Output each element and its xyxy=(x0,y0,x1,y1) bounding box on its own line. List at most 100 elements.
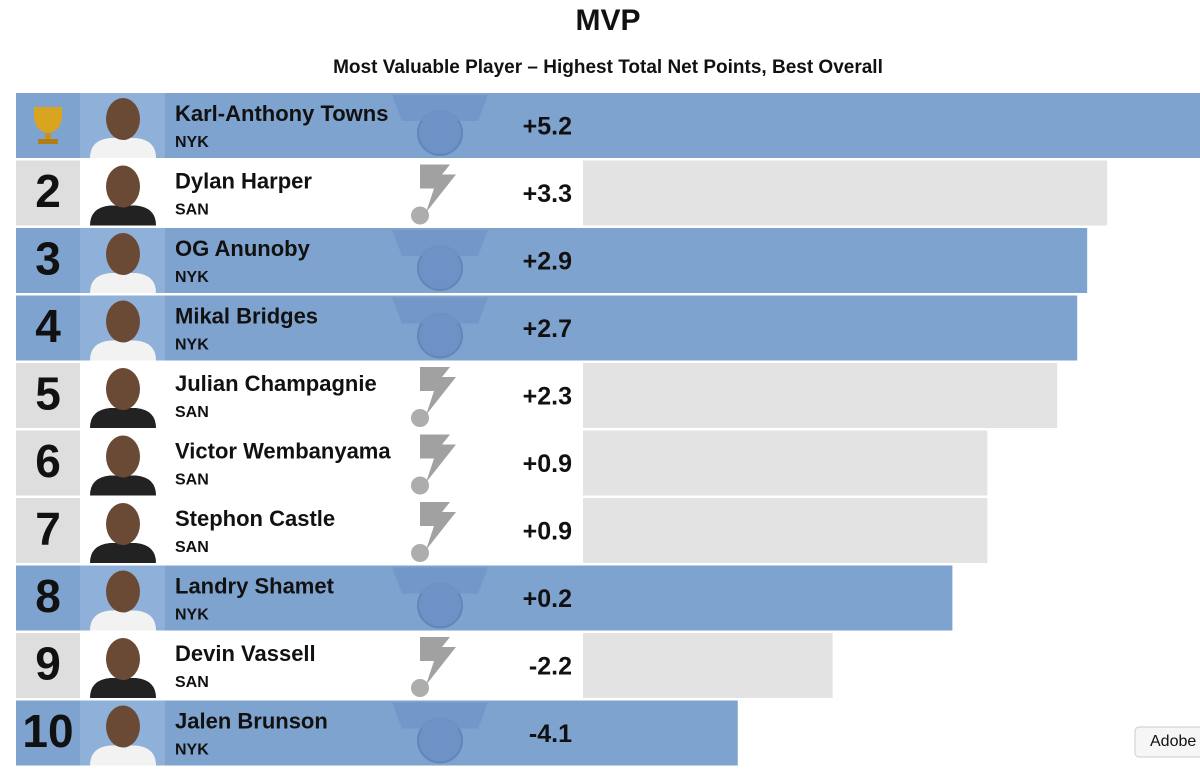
player-name: Stephon Castle xyxy=(175,506,335,531)
bar xyxy=(583,700,738,766)
player-head xyxy=(106,98,140,140)
team-label: NYK xyxy=(175,742,209,759)
player-shoulders xyxy=(90,678,156,698)
team-label: SAN xyxy=(175,202,209,219)
team-logo-star xyxy=(411,206,429,225)
player-name: Victor Wembanyama xyxy=(175,438,391,463)
rank-label: 7 xyxy=(35,503,61,555)
trophy-cup xyxy=(34,107,62,133)
rank-label: 6 xyxy=(35,435,61,487)
button-frame xyxy=(1134,726,1200,758)
chart-subtitle: Most Valuable Player – Highest Total Net… xyxy=(333,57,883,78)
team-logo-star xyxy=(411,544,429,562)
team-label: SAN xyxy=(175,472,209,489)
player-head xyxy=(106,503,140,545)
player-name: Dylan Harper xyxy=(175,168,312,193)
team-label: NYK xyxy=(175,134,209,151)
player-name: Landry Shamet xyxy=(175,573,335,598)
trophy-icon xyxy=(34,107,62,144)
bar xyxy=(583,633,833,698)
team-logo xyxy=(420,637,456,685)
value-label: +0.9 xyxy=(523,450,572,478)
player-shoulders xyxy=(90,475,156,496)
player-name: Mikal Bridges xyxy=(175,303,318,328)
team-logo xyxy=(420,434,456,483)
value-label: +0.2 xyxy=(523,585,572,613)
player-shoulders xyxy=(90,745,156,766)
player-shoulders xyxy=(90,543,156,563)
rank-label: 2 xyxy=(35,165,61,217)
value-label: -4.1 xyxy=(529,720,572,748)
player-name: Karl-Anthony Towns xyxy=(175,101,388,126)
player-shoulders xyxy=(90,138,156,158)
value-label: +3.3 xyxy=(523,180,572,208)
player-shoulders xyxy=(90,340,156,361)
player-shoulders xyxy=(90,610,156,631)
player-shoulders xyxy=(90,205,156,226)
rank-label: 5 xyxy=(35,368,61,420)
value-label: +2.9 xyxy=(523,248,572,276)
player-head xyxy=(106,165,140,208)
team-logo-star xyxy=(411,679,429,697)
team-logo xyxy=(420,164,456,213)
rank-cell xyxy=(16,565,80,631)
player-name: Devin Vassell xyxy=(175,641,316,666)
team-logo-band xyxy=(392,230,488,256)
team-label: NYK xyxy=(175,337,209,354)
team-logo-band xyxy=(392,95,488,121)
team-logo-band xyxy=(392,297,488,324)
team-label: NYK xyxy=(175,607,209,624)
rank-cell xyxy=(16,228,80,293)
overlay-button[interactable]: Adobe xyxy=(1134,726,1200,758)
rank-label: 3 xyxy=(35,233,61,285)
player-head xyxy=(106,368,140,410)
value-label: +0.9 xyxy=(523,518,572,546)
player-head xyxy=(106,705,140,748)
rank-cell xyxy=(16,430,80,496)
bar xyxy=(583,295,1078,361)
value-label: +2.7 xyxy=(523,315,572,343)
bar xyxy=(583,430,988,496)
rank-cell xyxy=(16,633,80,698)
rank-label: 9 xyxy=(35,638,61,690)
team-label: SAN xyxy=(175,674,209,691)
team-logo xyxy=(420,367,456,415)
button-label: Adobe xyxy=(1150,733,1196,750)
chart-title: MVP xyxy=(575,4,640,37)
player-shoulders xyxy=(90,273,156,293)
player-name: Jalen Brunson xyxy=(175,708,328,733)
rank-cell xyxy=(16,160,80,226)
value-label: -2.2 xyxy=(529,653,572,681)
player-name: OG Anunoby xyxy=(175,236,311,261)
player-head xyxy=(106,233,140,275)
value-label: +5.2 xyxy=(523,113,572,141)
player-name: Julian Champagnie xyxy=(175,371,377,396)
player-head xyxy=(106,638,140,680)
player-head xyxy=(106,300,140,343)
bar xyxy=(583,93,1200,158)
trophy-stem xyxy=(45,133,51,139)
bar xyxy=(583,363,1058,428)
team-logo xyxy=(420,502,456,550)
rank-cell xyxy=(16,700,80,766)
bar xyxy=(583,565,953,631)
team-label: SAN xyxy=(175,539,209,556)
team-logo-star xyxy=(411,409,429,427)
team-logo-band xyxy=(392,702,488,729)
rank-label: 4 xyxy=(35,300,61,352)
player-head xyxy=(106,570,140,613)
rank-cell xyxy=(16,498,80,563)
value-label: +2.3 xyxy=(523,383,572,411)
player-head xyxy=(106,435,140,478)
rank-cell xyxy=(16,295,80,361)
rank-cell xyxy=(16,363,80,428)
rank-label: 10 xyxy=(22,705,73,757)
trophy-base xyxy=(38,139,58,144)
bar xyxy=(583,160,1108,226)
team-logo-star xyxy=(411,476,429,495)
team-label: SAN xyxy=(175,404,209,421)
rank-label: 8 xyxy=(35,570,61,622)
bar xyxy=(583,228,1088,293)
